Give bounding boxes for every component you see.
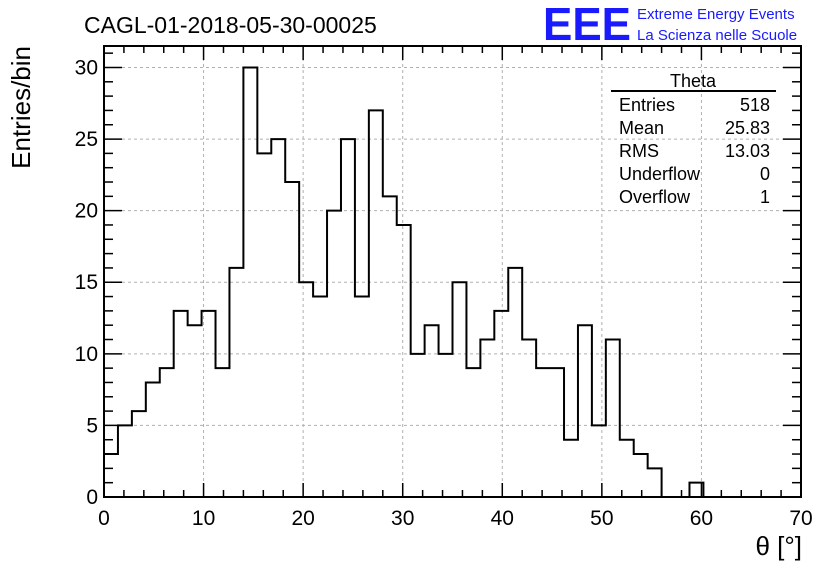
eee-logo-line1: Extreme Energy Events [637, 6, 795, 23]
stats-box: Theta Entries 518 Mean 25.83 RMS 13.03 U… [611, 71, 776, 207]
stats-label-overflow: Overflow [619, 187, 691, 207]
stats-title: Theta [670, 71, 717, 91]
axis-ticks [103, 46, 802, 498]
y-axis-title: Entries/bin [6, 46, 36, 169]
y-tick-labels: 0 5 10 15 20 25 30 [75, 56, 98, 509]
chart-title: CAGL-01-2018-05-30-00025 [84, 12, 377, 38]
y-tick-label: 0 [86, 486, 98, 509]
stats-value-overflow: 1 [760, 187, 770, 207]
y-tick-label: 30 [75, 56, 98, 79]
x-tick-label: 0 [98, 507, 110, 530]
y-tick-label: 5 [86, 414, 98, 437]
stats-label-entries: Entries [619, 95, 675, 115]
x-tick-label: 40 [491, 507, 514, 530]
x-tick-label: 60 [690, 507, 713, 530]
histogram-series [103, 66, 801, 498]
x-tick-label: 30 [391, 507, 414, 530]
y-tick-label: 20 [75, 200, 98, 223]
stats-value-entries: 518 [740, 95, 770, 115]
x-tick-labels: 0 10 20 30 40 50 60 70 [98, 507, 813, 530]
plot-frame [103, 45, 802, 498]
eee-logo: EEE Extreme Energy Events La Scienza nel… [543, 0, 797, 50]
x-axis-title: θ [°] [755, 531, 802, 561]
y-tick-label: 25 [75, 128, 98, 151]
stats-label-mean: Mean [619, 118, 664, 138]
y-tick-label: 10 [75, 343, 98, 366]
eee-logo-line2: La Scienza nelle Scuole [637, 27, 797, 44]
stats-label-rms: RMS [619, 141, 659, 161]
stats-value-rms: 13.03 [725, 141, 770, 161]
stats-value-underflow: 0 [760, 164, 770, 184]
eee-logo-text: EEE [543, 0, 631, 50]
x-tick-label: 70 [789, 507, 812, 530]
stats-value-mean: 25.83 [725, 118, 770, 138]
grid-lines [104, 46, 801, 497]
x-tick-label: 50 [590, 507, 613, 530]
stats-label-underflow: Underflow [619, 164, 701, 184]
x-tick-label: 10 [192, 507, 215, 530]
y-tick-label: 15 [75, 271, 98, 294]
x-tick-label: 20 [291, 507, 314, 530]
